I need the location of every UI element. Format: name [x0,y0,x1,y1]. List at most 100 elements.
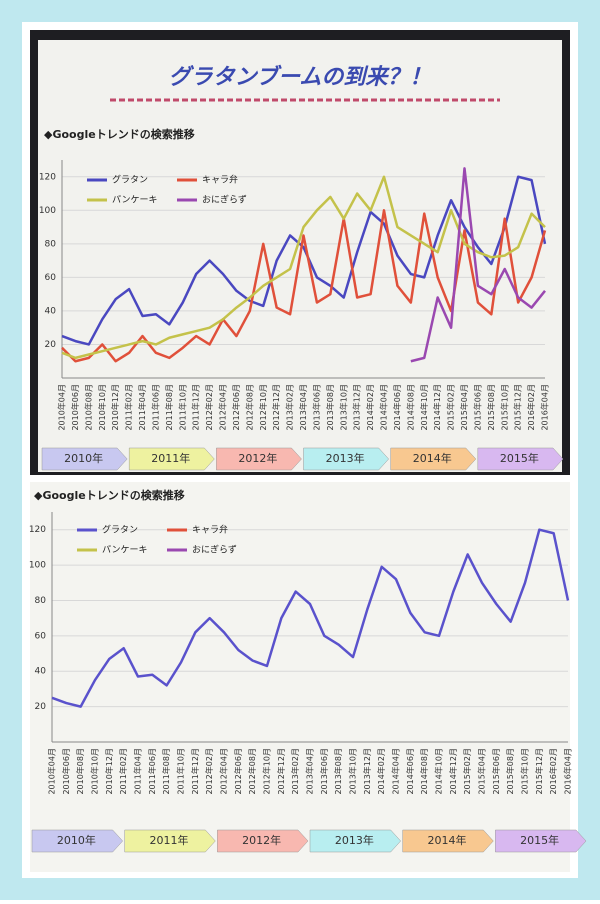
x-tick-label: 2015年04月 [459,384,469,431]
year-tab [390,447,477,471]
x-tick-label: 2016年04月 [540,384,550,431]
year-tab [402,829,494,853]
year-tab [309,829,402,853]
x-tick-label: 2012年08月 [247,748,257,795]
y-tick-label: 40 [35,667,47,677]
x-tick-label: 2015年08月 [505,748,515,795]
x-tick-label: 2013年04月 [305,748,315,795]
year-label: 2010年 [57,833,96,847]
x-tick-label: 2014年12月 [432,384,442,431]
year-tab [495,829,587,853]
x-tick-label: 2012年04月 [218,384,228,431]
year-label: 2015年 [500,451,539,465]
year-tab [477,447,564,471]
x-tick-label: 2016年02月 [548,748,558,795]
x-tick-label: 2012年10月 [258,384,268,431]
series-line [410,167,546,363]
x-tick-label: 2012年08月 [244,384,254,431]
x-tick-label: 2015年10月 [499,384,509,431]
x-tick-label: 2011年02月 [124,384,134,431]
x-tick-label: 2016年02月 [526,384,536,431]
x-tick-label: 2010年06月 [61,748,71,795]
x-tick-label: 2011年06月 [150,384,160,431]
x-tick-label: 2012年12月 [276,748,286,795]
legend-label: パンケーキ [112,195,157,206]
x-tick-label: 2010年10月 [90,748,100,795]
y-tick-label: 120 [39,172,56,182]
series-line [51,528,570,708]
year-label: 2013年 [335,833,374,847]
x-tick-label: 2014年02月 [376,748,386,795]
year-label: 2015年 [520,833,559,847]
y-tick-label: 80 [45,239,57,249]
series-line [61,175,547,346]
year-tab [124,829,216,853]
x-tick-label: 2011年04月 [137,384,147,431]
x-tick-label: 2013年02月 [290,748,300,795]
y-tick-label: 20 [35,702,47,712]
legend-label: グラタン [102,524,138,536]
x-tick-label: 2013年08月 [325,384,335,431]
year-label: 2011年 [151,451,190,465]
year-label: 2011年 [150,833,189,847]
legend-label: グラタン [112,174,148,186]
y-tick-label: 20 [45,340,57,350]
x-tick-label: 2015年12月 [513,384,523,431]
x-tick-label: 2010年04月 [47,748,57,795]
x-tick-label: 2014年06月 [392,384,402,431]
x-tick-label: 2015年06月 [491,748,501,795]
x-tick-label: 2014年08月 [405,384,415,431]
year-tab [303,447,390,471]
x-tick-label: 2010年06月 [70,384,80,431]
y-tick-label: 80 [35,596,47,606]
year-tab [31,829,124,853]
x-tick-label: 2014年12月 [448,748,458,795]
x-tick-label: 2011年10月 [176,748,186,795]
legend-label: パンケーキ [102,545,147,556]
legend-label: キャラ弁 [192,524,228,536]
x-tick-label: 2013年08月 [333,748,343,795]
y-tick-label: 100 [29,561,46,571]
chart-subtitle: ◆Googleトレンドの検索推移 [34,488,185,502]
x-tick-label: 2011年02月 [118,748,128,795]
year-tab [216,447,302,471]
series-line [61,209,547,363]
year-tab [41,447,128,471]
year-label: 2010年 [64,451,103,465]
year-tab [128,447,215,471]
year-label: 2012年 [238,451,277,465]
x-tick-label: 2015年02月 [446,384,456,431]
x-tick-label: 2014年04月 [391,748,401,795]
x-tick-label: 2010年04月 [57,384,67,431]
y-tick-label: 60 [45,273,57,283]
x-tick-label: 2011年08月 [161,748,171,795]
year-tab [217,829,309,853]
x-tick-label: 2013年10月 [348,748,358,795]
x-tick-label: 2010年08月 [75,748,85,795]
x-tick-label: 2010年08月 [83,384,93,431]
legend-label: おにぎらず [192,544,237,556]
x-tick-label: 2015年02月 [462,748,472,795]
x-tick-label: 2014年08月 [419,748,429,795]
y-tick-label: 120 [29,525,46,535]
y-tick-label: 40 [45,306,57,316]
x-tick-label: 2012年02月 [204,384,214,431]
x-tick-label: 2016年04月 [563,748,573,795]
x-tick-label: 2015年04月 [477,748,487,795]
x-tick-label: 2015年10月 [520,748,530,795]
slide-bottom [30,482,570,872]
x-tick-label: 2011年08月 [164,384,174,431]
x-tick-label: 2013年02月 [285,384,295,431]
year-label: 2013年 [326,451,365,465]
chart-title: グラタンブームの到来？！ [169,64,432,90]
x-tick-label: 2012年06月 [233,748,243,795]
x-tick-label: 2011年10月 [177,384,187,431]
x-tick-label: 2011年06月 [147,748,157,795]
x-tick-label: 2013年06月 [319,748,329,795]
y-tick-label: 100 [39,206,56,216]
x-tick-label: 2010年12月 [110,384,120,431]
y-tick-label: 60 [35,631,47,641]
x-tick-label: 2012年12月 [271,384,281,431]
